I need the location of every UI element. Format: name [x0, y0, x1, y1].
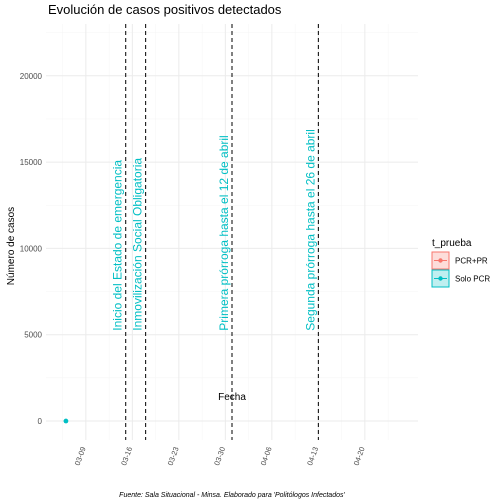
y-tick-label: 20000 — [20, 72, 43, 81]
chart-title: Evolución de casos positivos detectados — [48, 2, 282, 17]
reference-annotation: Inicio del Estado de emergencia — [111, 160, 125, 331]
x-tick-labels: 03-09 03-16 03-23 03-30 04-06 04-13 04-20 — [73, 446, 367, 467]
legend-key-point — [438, 258, 443, 263]
reference-lines — [125, 24, 319, 440]
x-tick-label: 03-09 — [73, 446, 88, 467]
x-tick-label: 03-16 — [119, 446, 134, 467]
x-tick-label: 04-06 — [259, 446, 274, 467]
legend: t_prueba PCR+PR Solo PCR — [431, 238, 490, 288]
y-tick-label: 15000 — [20, 158, 43, 167]
x-tick-label: 04-20 — [352, 446, 367, 467]
reference-annotations: Inicio del Estado de emergencia Inmoviliz… — [111, 129, 318, 330]
y-tick-label: 0 — [38, 417, 43, 426]
chart-caption: Fuente: Sala Situacional - Minsa. Elabor… — [119, 492, 345, 499]
data-points — [63, 418, 69, 424]
data-point — [63, 418, 69, 424]
y-tick-label: 5000 — [24, 331, 42, 340]
y-tick-labels: 0 5000 10000 15000 20000 — [20, 72, 43, 426]
legend-label: Solo PCR — [455, 275, 490, 284]
legend-item: Solo PCR — [431, 269, 490, 288]
legend-key-point — [438, 276, 443, 281]
y-axis-label: Número de casos — [6, 207, 17, 285]
legend-label: PCR+PR — [455, 257, 488, 266]
x-axis-label: Fecha — [218, 392, 246, 403]
reference-annotation: Inmovilización Social Obligatoria — [131, 158, 145, 331]
y-tick-label: 10000 — [20, 244, 43, 253]
legend-title: t_prueba — [432, 238, 472, 249]
reference-annotation: Primera prórroga hasta el 12 de abril — [217, 135, 231, 330]
reference-annotation: Segunda prórroga hasta el 26 de abril — [303, 129, 317, 330]
legend-item: PCR+PR — [431, 251, 488, 270]
x-tick-label: 03-23 — [166, 446, 181, 467]
x-tick-label: 03-30 — [212, 446, 227, 467]
x-tick-label: 04-13 — [305, 446, 320, 467]
